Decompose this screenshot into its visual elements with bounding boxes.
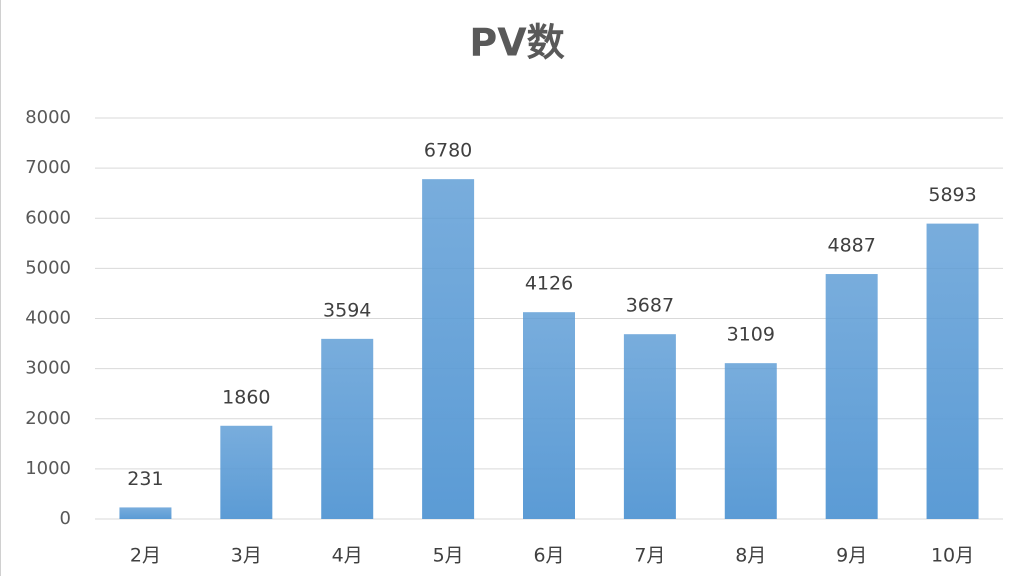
x-tick-label: 7月 [634,545,665,567]
x-tick-label: 4月 [332,545,363,567]
x-tick-label: 8月 [735,545,766,567]
y-tick-label: 2000 [25,408,71,429]
y-tick-label: 1000 [25,458,71,479]
y-tick-label: 5000 [25,257,71,278]
data-label: 3594 [323,299,371,321]
x-tick-label: 6月 [533,545,564,567]
bar [422,179,475,519]
y-tick-label: 0 [60,508,71,529]
data-label: 5893 [928,184,976,206]
y-tick-label: 6000 [25,207,71,228]
bar [119,507,172,519]
bar [220,425,273,519]
data-label: 231 [127,468,163,490]
bar [724,363,777,519]
data-label: 1860 [222,386,270,408]
data-label: 3109 [727,324,775,346]
bar [523,312,575,519]
bar [825,274,878,519]
data-label: 3687 [626,295,674,317]
x-tick-label: 5月 [433,545,464,567]
y-tick-label: 8000 [25,107,71,128]
x-tick-label: 10月 [931,545,974,567]
data-label: 6780 [424,140,472,162]
x-tick-label: 3月 [231,545,262,567]
chart-title: PV数 [469,21,564,65]
data-label: 4126 [525,273,573,295]
bar [321,338,374,519]
y-tick-label: 3000 [25,358,71,379]
x-tick-label: 9月 [836,545,867,567]
bar [623,334,676,519]
bar [926,223,979,519]
data-label: 4887 [827,235,875,257]
y-tick-label: 4000 [25,308,71,329]
x-tick-label: 2月 [130,545,161,567]
y-tick-label: 7000 [25,157,71,178]
